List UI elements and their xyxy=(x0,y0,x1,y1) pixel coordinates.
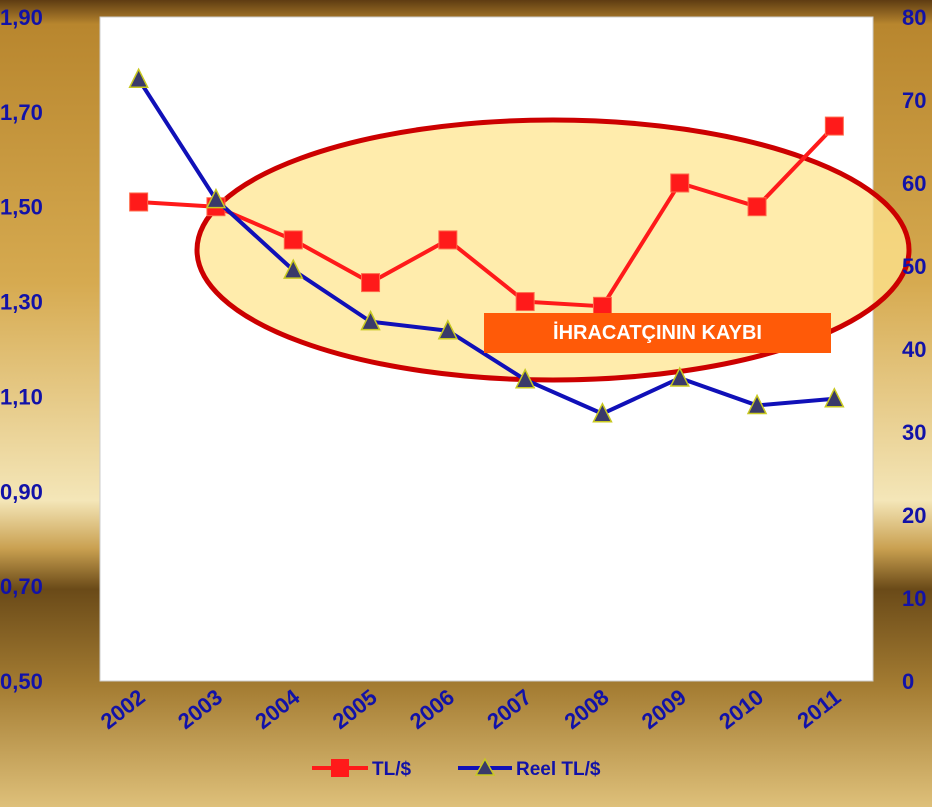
data-point-square xyxy=(515,292,535,312)
y-right-tick-label: 70 xyxy=(902,88,926,113)
data-point-square xyxy=(670,173,690,193)
y-right-tick-label: 10 xyxy=(902,586,926,611)
data-point-triangle xyxy=(514,368,536,389)
y-right-tick-label: 40 xyxy=(902,337,926,362)
y-right-tick-label: 50 xyxy=(902,254,926,279)
legend-marker-triangle xyxy=(474,757,496,776)
data-point-triangle xyxy=(824,387,845,408)
series-line xyxy=(138,124,836,309)
data-point-triangle xyxy=(360,309,381,331)
legend-marker-square xyxy=(331,759,349,777)
y-right-tick-label: 60 xyxy=(902,171,926,196)
data-point-square xyxy=(361,273,381,293)
data-point-triangle xyxy=(746,393,768,415)
y-left-tick-label: 0,70 xyxy=(0,574,43,599)
y-left-tick-label: 0,90 xyxy=(0,479,43,504)
data-point-triangle xyxy=(669,366,690,387)
data-point-triangle xyxy=(592,402,613,423)
data-point-triangle xyxy=(128,67,149,88)
data-point-square xyxy=(438,230,458,250)
data-point-triangle xyxy=(283,258,304,279)
annotation-callout: İHRACATÇININ KAYBI xyxy=(484,313,831,353)
series-reel-tl xyxy=(128,67,845,423)
y-right-tick-label: 0 xyxy=(902,669,914,694)
y-left-tick-label: 1,70 xyxy=(0,100,43,125)
legend-label: Reel TL/$ xyxy=(516,759,601,780)
data-point-square xyxy=(747,197,767,217)
y-left-tick-label: 1,50 xyxy=(0,195,43,220)
data-point-square xyxy=(283,230,303,250)
legend-item-tl: TL/$ xyxy=(312,759,411,780)
data-point-triangle xyxy=(205,187,227,209)
legend-item-reel-tl: Reel TL/$ xyxy=(458,757,601,780)
series-line xyxy=(136,78,835,416)
y-right-tick-label: 80 xyxy=(902,5,926,30)
y-right-tick-label: 30 xyxy=(902,420,926,445)
data-point-triangle xyxy=(437,319,459,340)
data-point-square xyxy=(129,192,149,212)
y-right-tick-label: 20 xyxy=(902,503,926,528)
y-left-tick-label: 1,10 xyxy=(0,384,43,409)
y-left-tick-label: 1,30 xyxy=(0,290,43,315)
data-point-square xyxy=(824,116,844,136)
y-left-tick-label: 1,90 xyxy=(0,5,43,30)
y-left-tick-label: 0,50 xyxy=(0,669,43,694)
legend-label: TL/$ xyxy=(372,759,411,780)
